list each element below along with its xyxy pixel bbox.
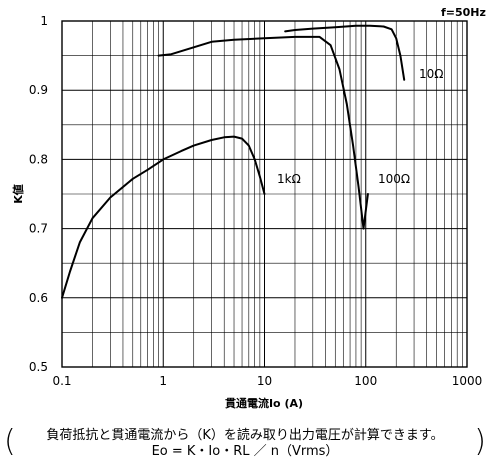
y-tick-label: 0.7 bbox=[29, 222, 48, 236]
tick-labels: 0.1 1 10 100 1000 0.5 0.6 0.7 0.8 0.9 1 bbox=[29, 14, 482, 388]
x-tick-label: 0.1 bbox=[52, 374, 71, 388]
x-axis-label: 貫通電流Io (A) bbox=[225, 396, 303, 410]
note-line-1: 負荷抵抗と貫通電流から（K）を読み取り出力電圧が計算できます。 bbox=[46, 428, 444, 443]
y-tick-label: 0.8 bbox=[29, 152, 48, 166]
note-formula: Eo = K・Io・RL ／ n（Vrms） bbox=[151, 444, 339, 459]
note-close-paren: ) bbox=[474, 424, 486, 459]
x-tick-label: 1000 bbox=[452, 374, 483, 388]
y-tick-label: 0.6 bbox=[29, 291, 48, 305]
series-label-10ohm: 10Ω bbox=[419, 67, 443, 81]
y-tick-label: 0.5 bbox=[29, 360, 48, 374]
series-line-100ohm bbox=[157, 35, 369, 230]
series-line-10ohm bbox=[284, 24, 406, 81]
series-label-1kohm: 1kΩ bbox=[277, 172, 301, 186]
y-tick-label: 0.9 bbox=[29, 83, 48, 97]
series-label-100ohm: 100Ω bbox=[378, 172, 410, 186]
plot-frame bbox=[61, 20, 468, 368]
series-line-1kohm bbox=[61, 135, 266, 299]
note-open-paren: ( bbox=[4, 424, 16, 459]
x-tick-label: 100 bbox=[354, 374, 377, 388]
y-axis-label: K値 bbox=[11, 184, 25, 204]
x-tick-label: 10 bbox=[257, 374, 272, 388]
annotation-frequency: f=50Hz bbox=[441, 6, 486, 19]
y-tick-label: 1 bbox=[40, 14, 48, 28]
series-lines bbox=[61, 24, 406, 299]
x-tick-label: 1 bbox=[159, 374, 167, 388]
